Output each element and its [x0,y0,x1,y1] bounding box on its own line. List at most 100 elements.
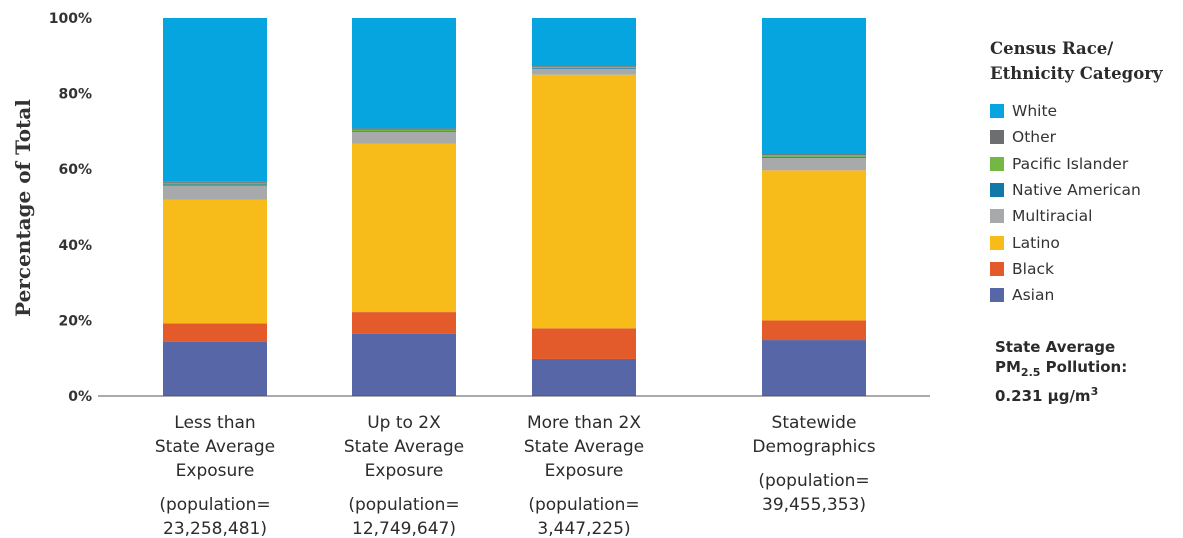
legend-item: Asian [990,282,1180,308]
bar-segment-multiracial [163,185,267,200]
x-axis-category-labels: Less than State Average Exposure (populatio… [155,413,876,538]
bar-segment-white [762,18,866,155]
legend-item: Pacific Islander [990,151,1180,177]
legend-swatch [990,288,1004,303]
bars [163,18,866,396]
legend-swatch [990,156,1004,171]
legend-title: Census Race/ Ethnicity Category [990,36,1180,86]
category-population-line: 3,447,225) [537,519,630,538]
bar-segment-other [762,154,866,156]
bar-segment-asian [532,358,636,396]
legend-label: Pacific Islander [1012,154,1129,173]
legend-item: Black [990,256,1180,282]
note-line-2: PM2.5 Pollution: [995,358,1127,383]
legend-swatch [990,183,1004,198]
bar-segment-pacific-islander [352,129,456,132]
bar-segment-latino [532,74,636,329]
bar-segment-white [352,18,456,129]
category-label-line: Less than [174,413,255,433]
category-label-line: More than 2X [527,413,641,433]
note-value: 0.231 μg/m [995,387,1091,405]
y-tick-label: 100% [49,11,92,27]
legend-item: White [990,98,1180,124]
bar-segment-multiracial [352,131,456,144]
legend-item: Latino [990,229,1180,255]
note-line-3: 0.231 μg/m3 [995,382,1127,407]
note-pollution: Pollution: [1040,357,1128,376]
bar-segment-black [762,320,866,341]
bar-segment-latino [352,143,456,313]
bar-segment-latino [163,199,267,324]
bar-segment-asian [163,341,267,396]
legend-title-line: Census Race/ [990,39,1114,58]
bar-segment-pacific-islander [762,155,866,157]
category-label-line: State Average [344,437,464,457]
note-pm: PM [995,357,1021,376]
category-population-line: (population= [758,471,869,491]
bar-segment-latino [762,170,866,321]
bar-segment-white [163,18,267,182]
legend-item: Multiracial [990,203,1180,229]
bar-segment-black [352,312,456,334]
bar-segment-pacific-islander [163,182,267,185]
pollution-note: State Average PM2.5 Pollution: 0.231 μg/… [995,338,1127,407]
category-label-line: Up to 2X [367,413,441,433]
legend-label: Black [1012,259,1054,278]
note-pm-sub: 2.5 [1020,365,1041,379]
category-population-line: (population= [159,495,270,515]
bar-segment-other [163,181,267,183]
legend-label: Native American [1012,181,1141,200]
category-label-line: Exposure [365,461,444,481]
y-tick-label: 40% [58,238,92,254]
legend-title-line: Ethnicity Category [990,64,1163,83]
y-tick-label: 80% [58,87,92,103]
legend-label: Multiracial [1012,207,1093,226]
bar-segment-native-american [352,131,456,132]
y-tick-label: 0% [68,389,92,405]
y-axis-label: Percentage of Total [11,99,35,317]
y-tick-label: 60% [58,162,92,178]
y-tick-label: 20% [58,313,92,329]
bar-segment-asian [762,340,866,396]
category-population-line: 12,749,647) [352,519,456,538]
legend-swatch [990,130,1004,145]
bar-segment-pacific-islander [532,66,636,68]
category-population-line: (population= [528,495,639,515]
legend-swatch [990,235,1004,250]
note-line-1: State Average [995,338,1116,356]
legend-item: Other [990,124,1180,150]
bar-segment-multiracial [762,157,866,171]
y-axis-ticks: 0% 20% 40% 60% 80% 100% [49,11,92,405]
bar-segment-black [532,328,636,359]
legend-label: Other [1012,128,1057,147]
bar-segment-native-american [532,67,636,69]
category-population-line: 39,455,353) [762,495,866,515]
bar-segment-native-american [163,184,267,186]
legend-item: Native American [990,177,1180,203]
category-population-line: 23,258,481) [163,519,267,538]
stacked-bar-chart: 0% 20% 40% 60% 80% 100% Percentage of Total L… [11,11,930,538]
category-label-line: Demographics [752,437,875,457]
legend-swatch [990,261,1004,276]
bar-segment-asian [352,333,456,396]
note-unit-sup: 3 [1090,385,1099,398]
category-label-line: Exposure [176,461,255,481]
legend-label: Asian [1012,286,1055,305]
bar-segment-other [532,66,636,67]
category-label-line: Statewide [772,413,857,433]
category-population-line: (population= [348,495,459,515]
category-label-line: Exposure [545,461,624,481]
bar-segment-multiracial [532,68,636,75]
legend-swatch [990,209,1004,224]
legend-label: Latino [1012,233,1060,252]
bar-segment-black [163,323,267,342]
legend-label: White [1012,102,1058,121]
category-label-line: State Average [155,437,275,457]
legend: Census Race/ Ethnicity Category White Oth… [990,36,1180,308]
legend-swatch [990,104,1004,119]
bar-segment-native-american [762,156,866,158]
category-label-line: State Average [524,437,644,457]
legend-items: White Other Pacific Islander Native America… [990,98,1180,308]
bar-segment-white [532,18,636,67]
bar-segment-other [352,128,456,130]
